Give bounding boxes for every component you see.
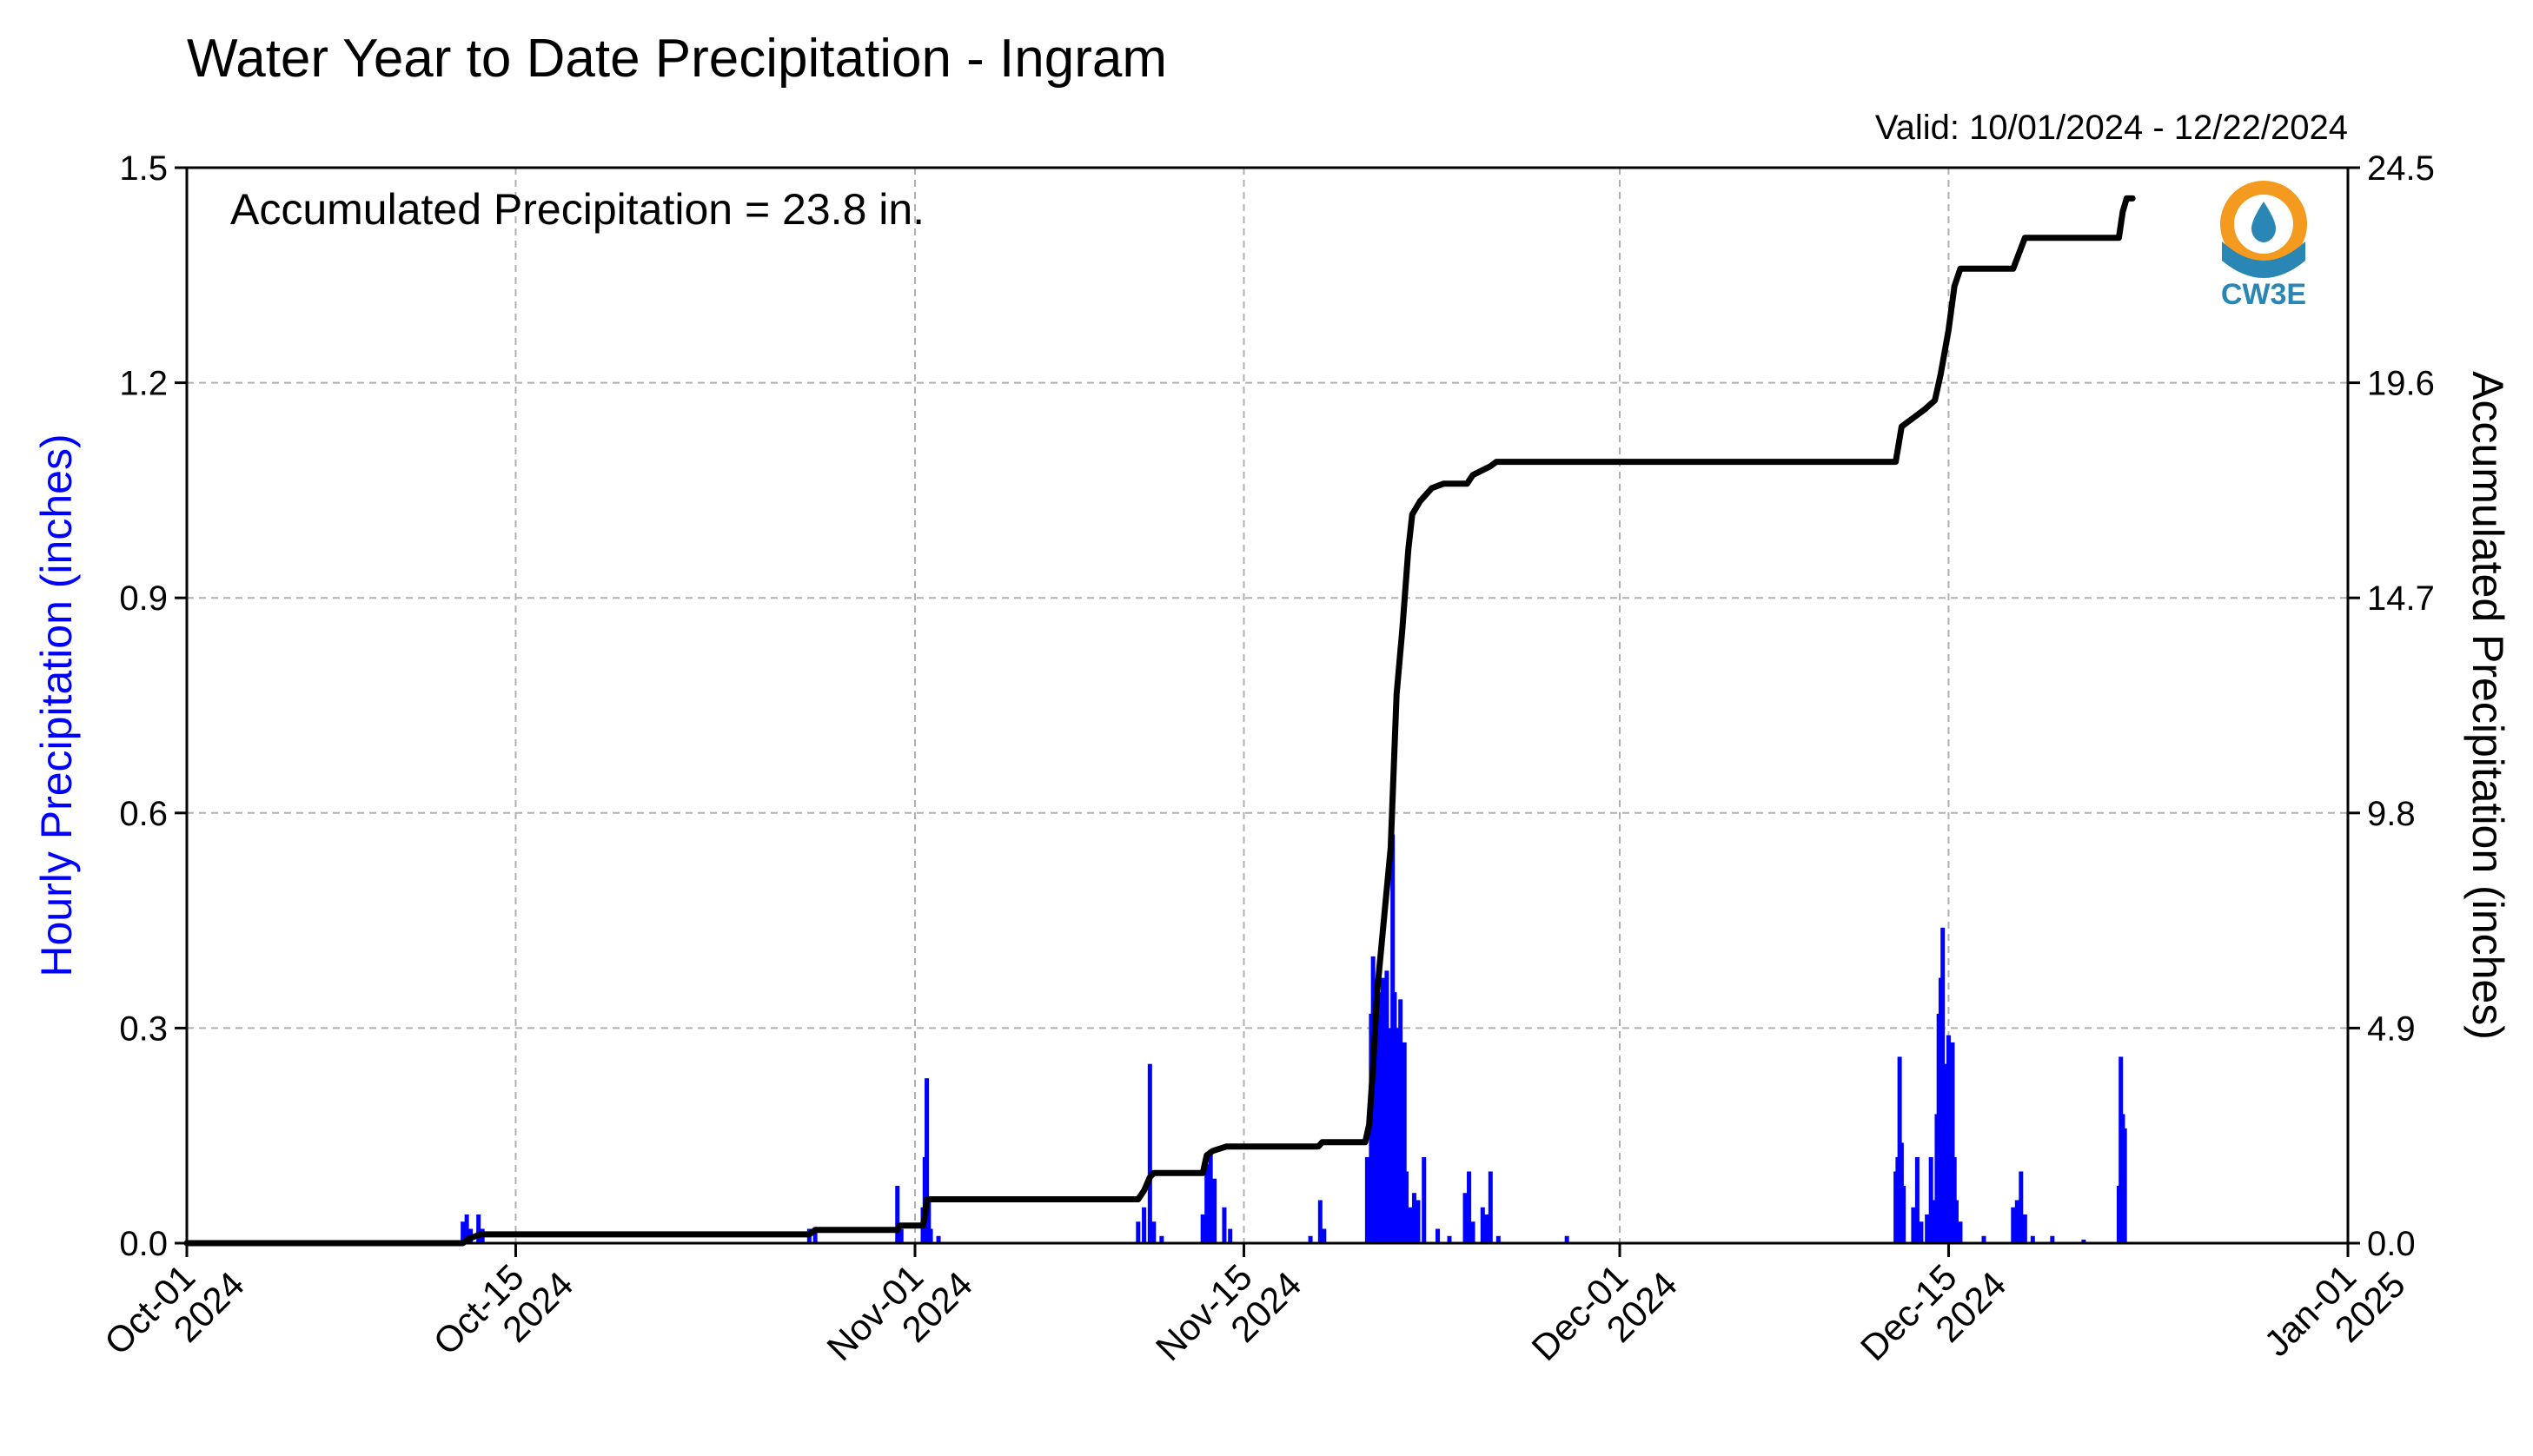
hourly-bar [476,1214,481,1243]
hourly-bar [1142,1207,1147,1243]
hourly-bar [2014,1200,2019,1243]
hourly-bar [1488,1171,1493,1243]
hourly-bar [1200,1214,1205,1243]
accumulated-annotation: Accumulated Precipitation = 23.8 in. [230,185,925,234]
hourly-bar [1470,1221,1475,1243]
hourly-bar [925,1078,930,1243]
hourly-bar [1901,1185,1906,1243]
y-right-tick-label: 24.5 [2367,149,2435,188]
hourly-bar [1422,1156,1427,1243]
plot-frame [185,166,2350,1245]
hourly-bar [1958,1221,1963,1243]
hourly-bar [1136,1221,1141,1243]
hourly-bar [1364,1156,1369,1243]
hourly-bar [2050,1235,2055,1243]
y-left-tick-label: 0.9 [119,579,168,618]
valid-date-range: Valid: 10/01/2024 - 12/22/2024 [1875,109,2348,147]
hourly-bar [1950,1042,1955,1243]
hourly-bar [1204,1164,1210,1243]
hourly-bar [1914,1156,1920,1243]
hourly-bar [1222,1207,1227,1243]
hourly-bar [1495,1235,1501,1243]
hourly-bar [1159,1235,1164,1243]
y-right-tick-label: 19.6 [2367,365,2435,403]
hourly-bar [898,1228,904,1243]
y-left-tick-label: 0.6 [119,795,168,833]
hourly-bar [464,1214,469,1243]
y-left-tick-label: 1.2 [119,365,168,403]
hourly-bar [1411,1193,1416,1243]
y-right-tick-label: 4.9 [2367,1009,2416,1048]
hourly-bar [461,1221,466,1243]
hourly-bar [2022,1214,2027,1243]
y-right-tick-label: 9.8 [2367,795,2416,833]
y-left-tick-label: 1.5 [119,149,168,188]
hourly-bar [2019,1171,2024,1243]
chart-title: Water Year to Date Precipitation - Ingra… [187,29,1167,89]
hourly-bar [1925,1214,1930,1243]
hourly-bar [1953,1200,1959,1243]
water-drop-icon [2251,202,2276,242]
hourly-bar [1151,1221,1157,1243]
hourly-bar [1919,1221,1924,1243]
y-left-tick-label: 0.3 [119,1009,168,1048]
hourly-bar [928,1228,933,1243]
accumulated-line [183,195,2136,1247]
hourly-bar [1403,1171,1409,1243]
hourly-bar [1408,1207,1413,1243]
hourly-bar [1147,1063,1152,1243]
hourly-bar [2122,1128,2127,1243]
hourly-bar [1308,1235,1313,1243]
hourly-bar [1322,1228,1327,1243]
y-left-tick-label: 0.0 [119,1225,168,1263]
hourly-bar [1402,1042,1407,1243]
hourly-bar [1317,1200,1323,1243]
hourly-bar [1942,1063,1947,1243]
hourly-bar [1564,1235,1569,1243]
hourly-bar [1416,1200,1421,1243]
hourly-bar [812,1228,818,1243]
y-axis-right-label: Accumulated Precipitation (inches) [2463,371,2512,1040]
logo-waves [2222,242,2305,278]
hourly-bar [1208,1149,1213,1243]
hourly-bar [1981,1235,1986,1243]
hourly-bar [2030,1235,2035,1243]
hourly-bar [1435,1228,1440,1243]
hourly-bar [1228,1228,1233,1243]
accumulated-line-layer [183,195,2136,1247]
logo-text: CW3E [2221,278,2306,311]
y-axis-left-label: Hourly Precipitation (inches) [32,433,81,976]
hourly-bar [1462,1193,1468,1243]
hourly-bar [2011,1207,2016,1243]
hourly-bar [1447,1235,1452,1243]
hourly-bar [895,1185,900,1243]
hourly-bar [1930,1200,1935,1243]
hourly-bar [1467,1171,1472,1243]
hourly-bar [1484,1214,1489,1243]
hourly-bar [926,1200,932,1243]
hourly-bar [1911,1207,1916,1243]
hourly-bar [1212,1178,1217,1243]
y-right-tick-label: 14.7 [2367,579,2435,618]
hourly-bar [2081,1239,2086,1243]
y-right-tick-label: 0.0 [2367,1225,2416,1263]
grid-lines [187,168,2348,1243]
hourly-bar [936,1235,941,1243]
hourly-bar [1480,1207,1485,1243]
cw3e-logo: CW3E [2220,181,2307,311]
